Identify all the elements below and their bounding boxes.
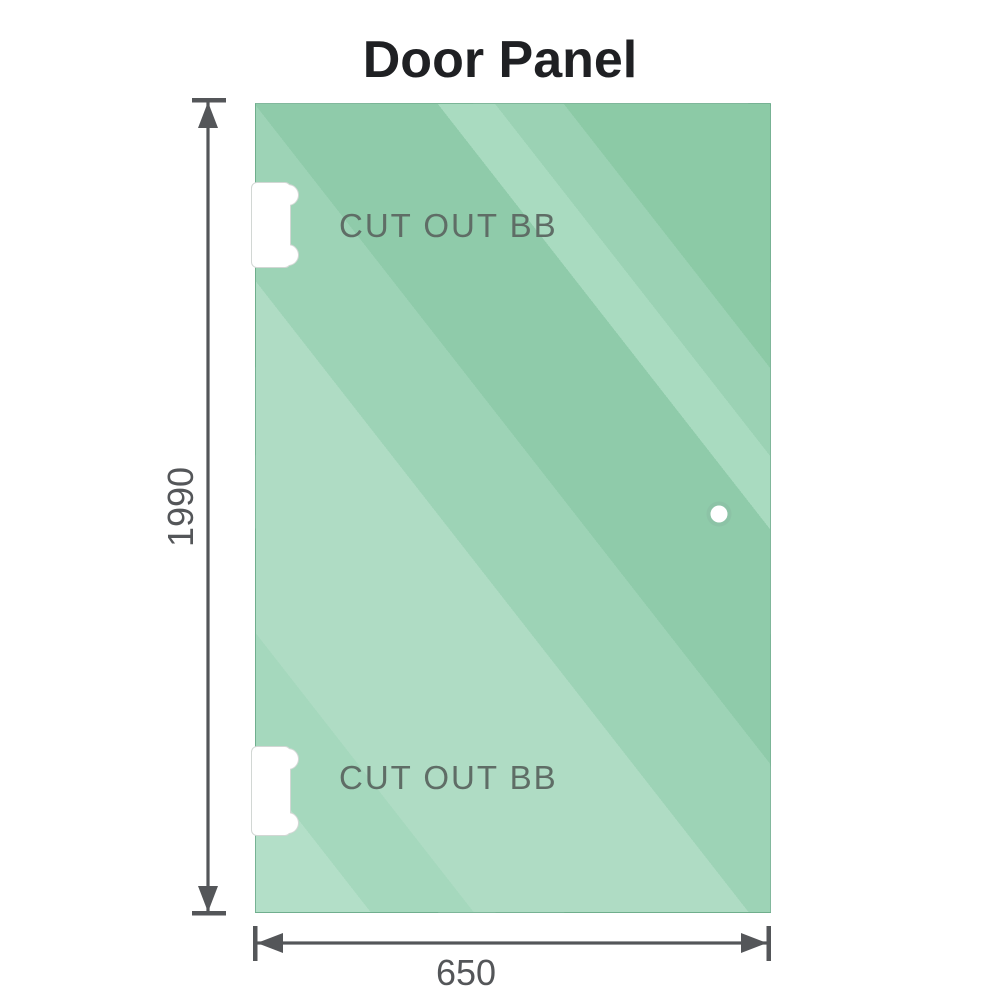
cutout-label-bottom: CUT OUT BB — [339, 759, 558, 796]
page-title: Door Panel — [362, 31, 638, 89]
cutout-label-top: CUT OUT BB — [339, 207, 558, 244]
width-dimension-arrow — [253, 926, 771, 961]
height-dimension-label: 1990 — [160, 466, 201, 548]
door-panel-glass — [255, 103, 771, 913]
width-dimension-label: 650 — [435, 952, 497, 993]
